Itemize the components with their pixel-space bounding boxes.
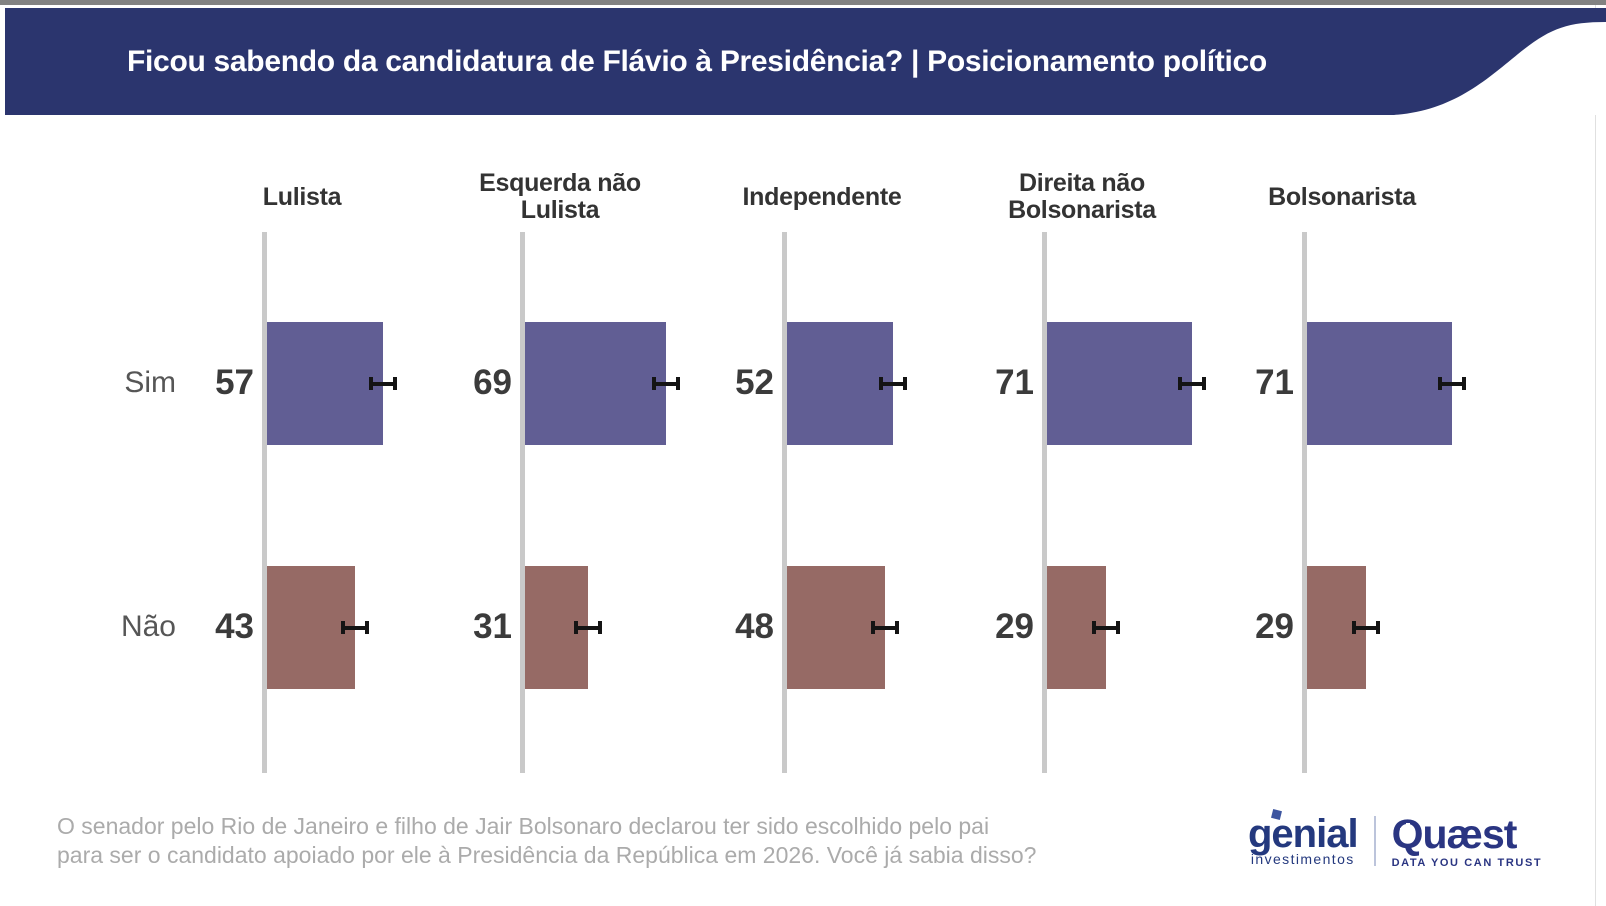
- error-bar-line: [652, 382, 680, 386]
- error-bar: [574, 621, 602, 634]
- header-wave-decoration: [1394, 22, 1606, 115]
- error-bar-cap-right: [903, 377, 907, 390]
- page-title: Ficou sabendo da candidatura de Flávio à…: [127, 45, 1267, 78]
- error-bar: [1352, 621, 1380, 634]
- logo-divider: [1373, 816, 1376, 866]
- error-bar-line: [369, 382, 397, 386]
- error-bar-cap-right: [393, 377, 397, 390]
- header-banner: Ficou sabendo da candidatura de Flávio à…: [5, 8, 1606, 115]
- error-bar: [652, 377, 680, 390]
- bar-sim: [1047, 322, 1192, 445]
- quaest-wordmark: Quæst: [1391, 810, 1518, 857]
- quaest-wordmark-text: Quæst: [1391, 810, 1518, 857]
- error-bar-line: [1352, 626, 1380, 630]
- error-bar-cap-right: [365, 621, 369, 634]
- value-label-sim: 71: [995, 363, 1034, 402]
- error-bar: [369, 377, 397, 390]
- value-label-nao: 29: [995, 607, 1034, 646]
- error-bar-cap-right: [1462, 377, 1466, 390]
- error-bar-line: [574, 626, 602, 630]
- axis-line: [1302, 232, 1307, 773]
- quaest-logo: Quæst DATA YOU CAN TRUST: [1391, 810, 1543, 869]
- category-label-lulista: Lulista: [262, 182, 342, 211]
- category-label-independente: Independente: [742, 182, 902, 211]
- quaest-tagline: DATA YOU CAN TRUST: [1391, 856, 1543, 869]
- category-label-esquerda-nao-lulista: Esquerda não Lulista: [479, 169, 641, 224]
- error-bar: [1178, 377, 1206, 390]
- category-label-bolsonarista: Bolsonarista: [1268, 182, 1416, 211]
- error-bar-cap-right: [1116, 621, 1120, 634]
- bar-sim: [1307, 322, 1452, 445]
- error-bar-line: [341, 626, 369, 630]
- value-label-nao: 31: [473, 607, 512, 646]
- genial-subtext: investimentos: [1250, 851, 1355, 867]
- page-right-edge: [1595, 5, 1596, 906]
- bar-sim: [787, 322, 893, 445]
- error-bar: [341, 621, 369, 634]
- error-bar-cap-right: [895, 621, 899, 634]
- value-label-sim: 69: [473, 363, 512, 402]
- value-label-nao: 29: [1255, 607, 1294, 646]
- genial-logo: genial investimentos: [1248, 809, 1359, 867]
- axis-line: [1042, 232, 1047, 773]
- error-bar-cap-right: [1202, 377, 1206, 390]
- logos: genial investimentos Quæst DATA YOU CAN …: [1248, 808, 1542, 874]
- error-bar-line: [879, 382, 907, 386]
- error-bar-cap-right: [598, 621, 602, 634]
- bar-nao: [267, 566, 355, 689]
- value-label-sim: 71: [1255, 363, 1294, 402]
- error-bar-line: [1178, 382, 1206, 386]
- value-label-nao: 48: [735, 607, 774, 646]
- window-top-strip: [0, 0, 1606, 5]
- bar-sim: [267, 322, 383, 445]
- quaest-q-pixel-icon: [1399, 827, 1405, 833]
- row-label-nao: Não: [120, 610, 176, 643]
- error-bar-cap-right: [1376, 621, 1380, 634]
- value-label-nao: 43: [215, 607, 254, 646]
- error-bar: [1438, 377, 1466, 390]
- axis-line: [782, 232, 787, 773]
- footnote-line-2: para ser o candidato apoiado por ele à P…: [57, 842, 1037, 868]
- error-bar-line: [871, 626, 899, 630]
- row-label-sim: Sim: [124, 366, 176, 399]
- value-label-sim: 57: [215, 363, 254, 402]
- error-bar-cap-right: [676, 377, 680, 390]
- bar-sim: [525, 322, 666, 445]
- error-bar: [1092, 621, 1120, 634]
- error-bar-line: [1092, 626, 1120, 630]
- bar-nao: [787, 566, 885, 689]
- error-bar: [879, 377, 907, 390]
- footnote-line-1: O senador pelo Rio de Janeiro e filho de…: [57, 813, 990, 839]
- value-label-sim: 52: [735, 363, 774, 402]
- error-bar-line: [1438, 382, 1466, 386]
- error-bar: [871, 621, 899, 634]
- footnote: O senador pelo Rio de Janeiro e filho de…: [57, 812, 1036, 870]
- quaest-q-pixel-icon: [1405, 822, 1410, 827]
- genial-wordmark: genial: [1248, 812, 1359, 856]
- category-label-direita-nao-bolsonarista: Direita não Bolsonarista: [1008, 169, 1156, 224]
- axis-line: [520, 232, 525, 773]
- axis-line: [262, 232, 267, 773]
